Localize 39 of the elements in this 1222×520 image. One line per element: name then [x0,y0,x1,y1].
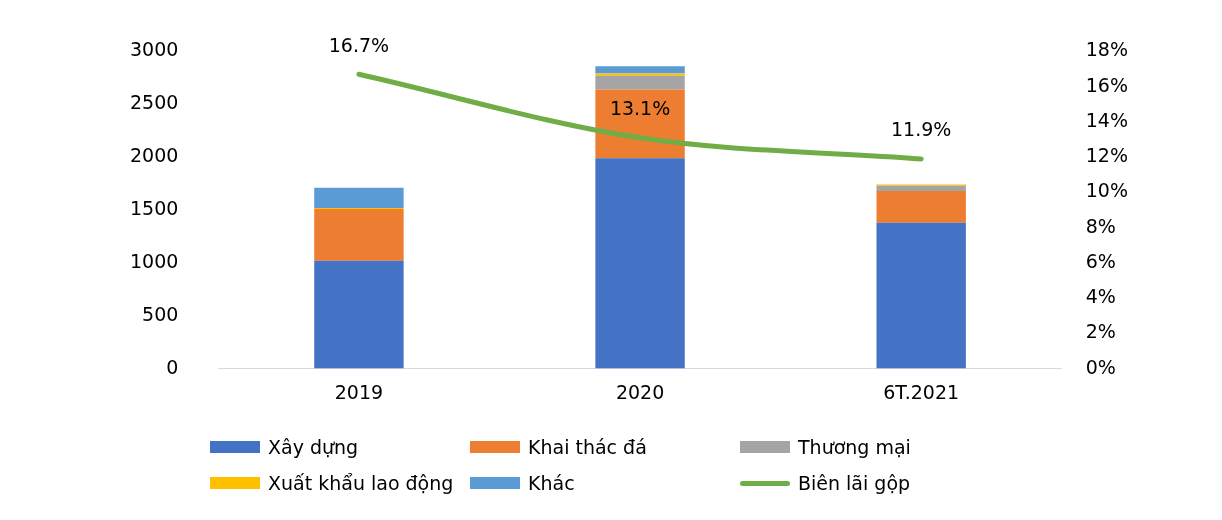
bar [595,158,685,369]
legend-label: Khai thác đá [528,436,647,458]
y-tick-label: 0 [166,355,179,378]
bar [876,185,966,191]
x-tick-label: 2019 [334,380,384,403]
y2-tick-label: 2% [1085,320,1116,343]
legend-label: Biên lãi gộp [798,472,911,494]
bar [595,75,685,90]
y-tick-label: 1500 [129,196,179,219]
bar [314,208,404,261]
bar [876,222,966,369]
y-tick-label: 1000 [129,249,179,272]
x-tick-label: 2020 [615,380,665,403]
y2-tick-label: 8% [1085,214,1116,237]
data-label: 16.7% [328,33,390,56]
x-tick-label: 6T.2021 [883,380,960,403]
y2-tick-label: 4% [1085,285,1116,308]
y2-tick-label: 10% [1085,179,1128,202]
y2-tick-label: 6% [1085,249,1116,272]
y2-tick-label: 14% [1085,108,1128,131]
y-tick-label: 500 [142,302,179,325]
data-label: 11.9% [891,118,952,141]
y2-tick-label: 0% [1085,355,1116,378]
data-label: 13.1% [609,97,671,120]
y2-tick-label: 18% [1085,38,1128,61]
y-tick-label: 3000 [129,38,179,61]
bar [595,73,685,76]
legend-label: Khác [528,472,575,494]
bar [314,260,404,369]
bar [595,66,685,74]
legend-label: Xuất khẩu lao động [268,472,454,494]
legend-label: Xây dựng [268,436,359,458]
legend-label: Thương mại [798,436,911,458]
y2-tick-label: 12% [1085,144,1128,167]
y-tick-label: 2500 [129,91,179,114]
bar [876,190,966,223]
bar [314,187,404,208]
y2-tick-label: 16% [1085,73,1128,96]
y-tick-label: 2000 [129,144,179,167]
